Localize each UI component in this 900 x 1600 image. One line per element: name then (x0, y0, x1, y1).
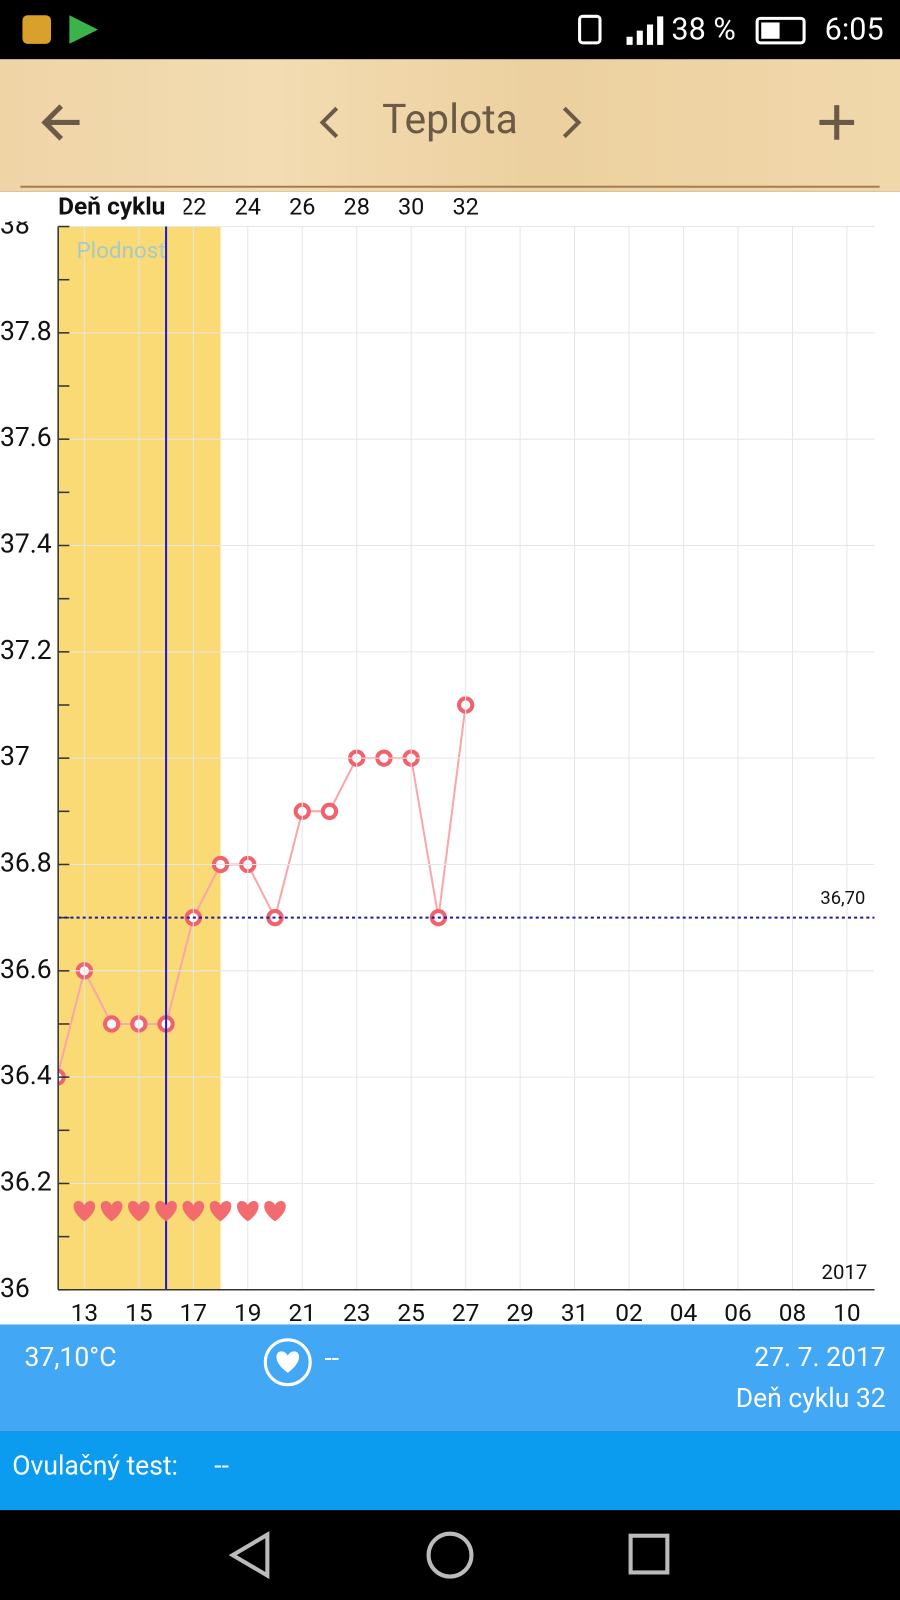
x-tick-label: 25 (397, 1298, 425, 1327)
play-store-icon (69, 15, 98, 44)
ovulation-test-label: Ovulačný test: (12, 1450, 178, 1481)
fertile-label: Plodnosť (77, 238, 168, 264)
x-tick-label: 17 (180, 1298, 208, 1327)
x-tick-label: 19 (234, 1298, 262, 1327)
next-button[interactable] (562, 106, 582, 139)
intercourse-value: -- (324, 1343, 339, 1374)
ovulation-test-value: -- (214, 1450, 229, 1481)
nav-home[interactable] (426, 1531, 474, 1579)
nav-recents[interactable] (628, 1533, 670, 1575)
x-title-background (0, 192, 184, 222)
ovulation-test-bar[interactable] (0, 1431, 900, 1511)
y-tick-label: 37.4 (0, 529, 52, 560)
date: 27. 7. 2017 (754, 1342, 885, 1373)
x-title: Deň cyklu (58, 192, 165, 221)
y-tick-label: 37.6 (0, 422, 52, 453)
battery-icon (755, 16, 806, 45)
y-tick-label: 36.2 (0, 1166, 52, 1197)
year-label: 2017 (822, 1260, 868, 1284)
cycle-day-label: 32 (452, 192, 478, 220)
battery-text: 38 % (671, 13, 735, 48)
x-tick-label: 13 (71, 1298, 99, 1327)
cycle-day-label: 28 (344, 192, 370, 220)
cycle-day-label: 30 (398, 192, 424, 220)
x-tick-label: 06 (724, 1298, 752, 1327)
cycle-day-label: 24 (235, 192, 261, 220)
info-panel (0, 1324, 900, 1432)
x-tick-label: 02 (615, 1298, 643, 1327)
y-tick-label: 36.6 (0, 954, 52, 985)
battery-level (761, 22, 780, 39)
prev-button[interactable] (319, 106, 339, 139)
temperature-point (320, 802, 339, 820)
x-tick-label: 21 (288, 1298, 316, 1327)
x-tick-label: 10 (833, 1298, 861, 1327)
app-icon (22, 15, 52, 44)
vibrate-icon (578, 14, 602, 45)
x-tick-label: 23 (343, 1298, 371, 1327)
x-tick-label: 31 (561, 1298, 589, 1327)
x-tick-label: 08 (779, 1298, 807, 1327)
x-tick-label: 27 (452, 1298, 480, 1327)
signal-icon (626, 16, 664, 45)
nav-bar (0, 1510, 900, 1600)
header-title: Teplota (382, 95, 518, 143)
intercourse-icon[interactable] (263, 1338, 312, 1387)
temperature: 37,10°C (24, 1342, 116, 1373)
nav-back[interactable] (228, 1531, 270, 1580)
add-button[interactable] (819, 105, 855, 140)
cycle-day-label: 22 (180, 192, 206, 220)
clock: 6:05 (825, 13, 884, 48)
y-tick-label: 36 (0, 1273, 30, 1304)
x-tick-label: 04 (670, 1298, 698, 1327)
x-tick-label: 15 (125, 1298, 153, 1327)
reference-label: 36,70 (820, 888, 865, 909)
temperature-point (102, 1015, 121, 1033)
cycle-day-label: 26 (289, 192, 315, 220)
y-tick-label: 36.8 (0, 848, 52, 879)
plot: 3636.236.436.636.83737.237.437.637.838Pl… (0, 192, 875, 1327)
x-tick-label: 29 (506, 1298, 534, 1327)
back-button[interactable] (41, 104, 80, 141)
y-tick-label: 37 (0, 741, 30, 772)
y-tick-label: 37.2 (0, 635, 52, 666)
cycle-day: Deň cyklu 32 (736, 1383, 886, 1414)
status-bar (0, 0, 900, 60)
y-tick-label: 36.4 (0, 1060, 52, 1091)
header (0, 59, 900, 192)
y-tick-label: 37.8 (0, 316, 52, 347)
